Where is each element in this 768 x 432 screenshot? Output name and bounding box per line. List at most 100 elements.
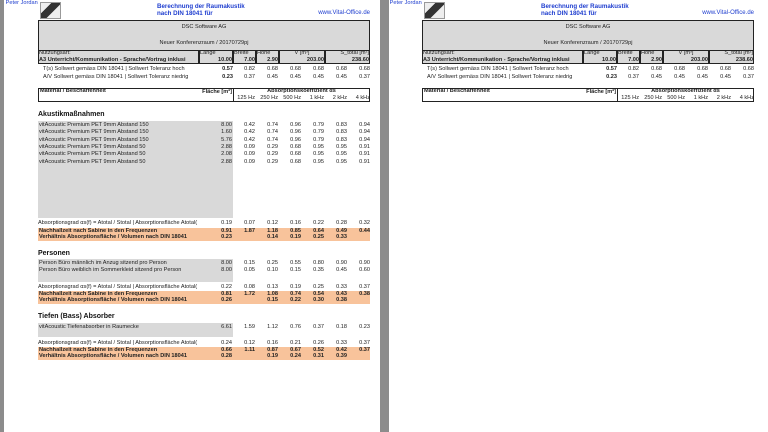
height-value: 2.90 [651, 57, 662, 63]
material-area: 2.88 [221, 158, 232, 165]
absorption-coefficient: 1.59 [244, 324, 255, 330]
absorption-coefficient: 0.35 [313, 267, 324, 274]
target-label: A/V Sollwert gemäss DIN 18041 | Sollwert… [43, 74, 189, 80]
reverb-time-value: 0.81 [221, 291, 232, 297]
area-volume-ratio-freq: 0.22 [290, 297, 301, 303]
frequency-header: 125 Hz [237, 95, 255, 101]
target-tolerance-value: 0.37 [743, 74, 754, 80]
frequency-header: 2 kHz [716, 95, 731, 101]
results-highlight [38, 291, 370, 304]
material-area: 5.76 [221, 136, 232, 143]
material-header [38, 88, 370, 102]
reverb-time-freq: 0.49 [336, 228, 347, 234]
absorption-coefficient: 0.60 [359, 267, 370, 274]
reverb-time-freq: 1.11 [244, 347, 255, 353]
results-highlight [38, 228, 370, 241]
absorption-coefficient: 0.79 [313, 129, 324, 136]
surface-value: 238.60 [351, 57, 369, 63]
target-tolerance-value: 0.68 [651, 66, 662, 72]
absorption-coefficient: 0.91 [359, 158, 370, 165]
absorption-degree-freq: 0.08 [244, 284, 255, 290]
target-tolerance-value: 0.37 [244, 74, 255, 80]
absorption-coefficient: 0.18 [336, 324, 347, 330]
target-tolerance-value: 0.45 [290, 74, 301, 80]
reverb-time-freq: 0.38 [359, 291, 370, 297]
length-value: 10.00 [218, 57, 232, 63]
report-title: Berechnung der Raumakustik [157, 3, 245, 10]
reverb-time-freq: 1.87 [244, 228, 255, 234]
absorption-degree-label: Absorptionsgrad αs(f) = Atotal / Stotal … [38, 220, 198, 226]
absorption-coefficient: 0.79 [313, 136, 324, 143]
company-name: DSC Software AG [565, 24, 611, 30]
length-label: Länge [584, 50, 600, 56]
absorption-coefficient: 0.09 [244, 143, 255, 150]
absorption-degree-freq: 0.33 [336, 284, 347, 290]
vital-office-logo [40, 2, 61, 19]
absorption-coefficient: 0.95 [313, 151, 324, 158]
volume-value: 203.00 [306, 57, 324, 63]
height-label: Höhe [257, 50, 271, 56]
material-name: vitAcoustic Premium PET 9mm Abstand 50 [39, 143, 146, 150]
area-column-header: Fläche [m²] [202, 89, 232, 95]
absorption-coefficient: 0.94 [359, 136, 370, 143]
absorption-column-header: Absorptionskoeffizient αs [651, 88, 720, 94]
project-box [38, 20, 370, 64]
absorption-coefficient: 0.05 [244, 267, 255, 274]
volume-label: V [m³] [294, 50, 310, 56]
target-tolerance-value: 0.37 [359, 74, 370, 80]
absorption-degree-freq: 0.26 [313, 340, 324, 346]
absorption-coefficient: 0.45 [336, 267, 347, 274]
height-value: 2.90 [267, 57, 278, 63]
target-tolerance-value: 0.68 [336, 66, 347, 72]
absorption-coefficient: 0.42 [244, 122, 255, 128]
section-title: Personen [38, 250, 70, 257]
target-tolerance-value: 0.82 [244, 66, 255, 72]
volume-label: V [m³] [678, 50, 694, 56]
material-name: vitAcoustic Premium PET 9mm Abstand 150 [39, 129, 149, 136]
absorption-coefficient: 0.25 [267, 260, 278, 266]
area-volume-ratio-label: Verhältnis Absorptionsfläche / Volumen n… [39, 297, 187, 303]
absorption-degree-freq: 0.37 [359, 284, 370, 290]
absorption-degree-freq: 0.21 [290, 340, 301, 346]
target-tolerance-value: 0.45 [336, 74, 347, 80]
material-area: 8.00 [221, 267, 232, 274]
absorption-coefficient: 0.95 [313, 143, 324, 150]
project-box [422, 20, 754, 64]
absorption-degree-freq: 0.12 [267, 220, 278, 226]
reverb-time-freq: 0.87 [267, 347, 278, 353]
length-label: Länge [200, 50, 216, 56]
absorption-coefficient: 0.55 [290, 260, 301, 266]
website-link[interactable]: www.Vital-Office.de [318, 10, 370, 16]
website-link[interactable]: www.Vital-Office.de [702, 10, 754, 16]
reverb-time-freq: 1.08 [267, 291, 278, 297]
area-column-header: Fläche [m²] [586, 89, 616, 95]
reverb-time-label: Nachhallzeit nach Sabine in den Frequenz… [39, 291, 158, 297]
reverb-time-freq: 0.42 [336, 347, 347, 353]
reverb-time-label: Nachhallzeit nach Sabine in den Frequenz… [39, 228, 158, 234]
target-tolerance-value: 0.68 [359, 66, 370, 72]
absorption-degree-freq: 0.19 [290, 284, 301, 290]
absorption-degree-freq: 0.32 [359, 220, 370, 226]
target-value: 0.57 [606, 66, 617, 72]
frequency-header: 500 Hz [283, 95, 301, 101]
material-area: 8.00 [221, 260, 232, 266]
target-tolerance-value: 0.68 [697, 66, 708, 72]
area-volume-ratio-label: Verhältnis Absorptionsfläche / Volumen n… [39, 353, 187, 359]
absorption-coefficient: 0.83 [336, 122, 347, 128]
frequency-header: 250 Hz [260, 95, 278, 101]
surface-label: S_total [m²] [724, 50, 753, 56]
frequency-header: 2 kHz [332, 95, 347, 101]
area-volume-ratio-freq: 0.33 [336, 234, 347, 240]
target-tolerance-value: 0.37 [628, 74, 639, 80]
absorption-coefficient: 0.42 [244, 129, 255, 136]
usage-label: Nutzungsart: [39, 50, 71, 56]
area-volume-ratio-freq: 0.30 [313, 297, 324, 303]
absorption-coefficient: 0.09 [244, 151, 255, 158]
surface-label: S_total [m²] [340, 50, 369, 56]
target-value: 0.57 [222, 66, 233, 72]
target-tolerance-value: 0.68 [674, 66, 685, 72]
report-title: Berechnung der Raumakustik [541, 3, 629, 10]
area-volume-ratio-freq: 0.24 [290, 353, 301, 359]
absorption-coefficient: 0.29 [267, 151, 278, 158]
absorption-coefficient: 0.83 [336, 129, 347, 136]
